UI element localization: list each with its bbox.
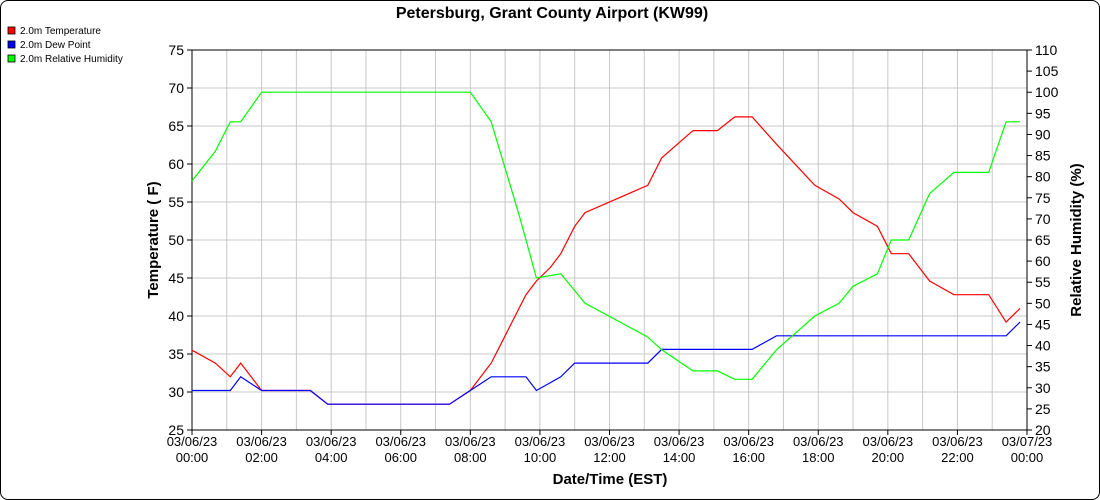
y-tick-label: 35	[168, 346, 184, 362]
y2-axis-label: Relative Humidity (%)	[1068, 163, 1085, 316]
legend-swatch	[7, 40, 16, 49]
x-tick-date: 03/06/23	[932, 434, 983, 449]
x-tick-time: 08:00	[454, 450, 487, 465]
x-tick-time: 06:00	[384, 450, 417, 465]
y2-tick-label: 30	[1035, 380, 1051, 396]
x-tick-time: 00:00	[1011, 450, 1044, 465]
series-line-2	[191, 91, 1020, 380]
x-tick-date: 03/06/23	[306, 434, 357, 449]
y-tick-label: 65	[168, 118, 184, 134]
x-tick-time: 02:00	[245, 450, 278, 465]
x-tick-date: 03/06/23	[167, 434, 218, 449]
y2-tick-label: 100	[1035, 84, 1059, 100]
y-tick-label: 45	[168, 270, 184, 286]
y2-tick-label: 40	[1035, 338, 1051, 354]
y2-tick-label: 90	[1035, 126, 1051, 142]
y-tick-label: 75	[168, 42, 184, 58]
y2-tick-label: 65	[1035, 232, 1051, 248]
x-tick-date: 03/07/23	[1002, 434, 1053, 449]
x-tick-date: 03/06/23	[793, 434, 844, 449]
x-tick-time: 22:00	[941, 450, 974, 465]
x-tick-time: 00:00	[176, 450, 209, 465]
x-tick-date: 03/06/23	[584, 434, 635, 449]
y2-tick-label: 105	[1035, 63, 1059, 79]
y2-tick-label: 70	[1035, 211, 1051, 227]
legend-swatch	[7, 54, 16, 63]
legend-entry: 2.0m Relative Humidity	[20, 54, 123, 65]
y-tick-label: 70	[168, 80, 184, 96]
y2-tick-label: 80	[1035, 169, 1051, 185]
y2-tick-label: 95	[1035, 105, 1051, 121]
y2-tick-label: 110	[1035, 42, 1058, 58]
series-group	[191, 91, 1021, 405]
y2-tick-label: 20	[1035, 422, 1051, 438]
series-line-0	[191, 116, 1021, 405]
x-tick-time: 14:00	[663, 450, 696, 465]
y2-tick-label: 45	[1035, 316, 1051, 332]
x-tick-time: 18:00	[802, 450, 835, 465]
y2-tick-label: 85	[1035, 148, 1051, 164]
x-axis-label: Date/Time (EST)	[553, 471, 668, 488]
y-tick-label: 30	[168, 384, 184, 400]
y-tick-label: 40	[168, 308, 184, 324]
x-tick-date: 03/06/23	[375, 434, 426, 449]
right-axis-ticks: 20 25 30 35 40 45 50 55 60 65 70 75 80 85 90 95 100 105 11…	[1027, 42, 1059, 438]
x-tick-time: 16:00	[732, 450, 765, 465]
y2-tick-label: 25	[1035, 401, 1051, 417]
left-axis-ticks: 25 30 35 40 45 50 55 60 65 70 75	[168, 42, 192, 438]
y-tick-label: 25	[168, 422, 184, 438]
x-tick-date: 03/06/23	[236, 434, 287, 449]
y2-tick-label: 35	[1035, 359, 1051, 375]
y-tick-label: 55	[168, 194, 184, 210]
legend-entry: 2.0m Temperature	[20, 26, 101, 37]
legend-entry: 2.0m Dew Point	[20, 40, 91, 51]
x-tick-date: 03/06/23	[515, 434, 566, 449]
x-tick-date: 03/06/23	[723, 434, 774, 449]
x-tick-date: 03/06/23	[863, 434, 914, 449]
chart-title: Petersburg, Grant County Airport (KW99)	[396, 5, 708, 22]
x-tick-time: 10:00	[524, 450, 557, 465]
y-tick-label: 60	[168, 156, 184, 172]
y2-tick-label: 60	[1035, 253, 1051, 269]
x-tick-time: 04:00	[315, 450, 348, 465]
x-tick-time: 12:00	[593, 450, 626, 465]
x-tick-time: 20:00	[872, 450, 905, 465]
y-axis-label: Temperature ( F)	[145, 181, 162, 298]
y2-tick-label: 55	[1035, 274, 1051, 290]
y2-tick-label: 75	[1035, 190, 1051, 206]
x-tick-date: 03/06/23	[445, 434, 496, 449]
legend: 2.0m Temperature 2.0m Dew Point 2.0m Relat…	[7, 26, 123, 65]
series-line-1	[192, 321, 1021, 405]
x-tick-date: 03/06/23	[654, 434, 705, 449]
legend-swatch	[7, 26, 16, 35]
x-axis-ticks: 03/06/2300:0003/06/2302:0003/06/2304:000…	[167, 430, 1053, 465]
y-tick-label: 50	[168, 232, 184, 248]
y2-tick-label: 50	[1035, 295, 1051, 311]
